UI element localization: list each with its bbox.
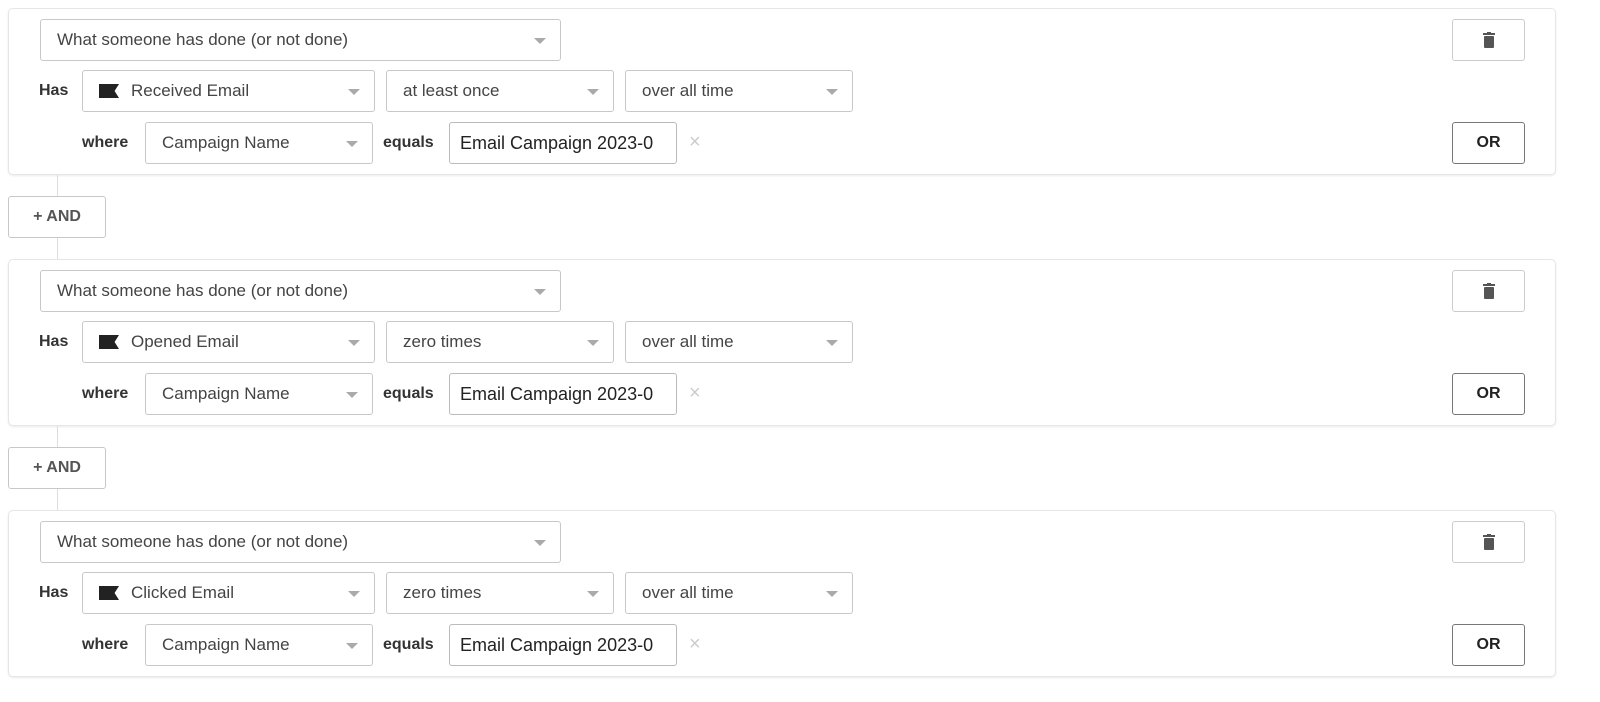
condition-type-select[interactable]: What someone has done (or not done) bbox=[40, 19, 561, 61]
property-value: Campaign Name bbox=[162, 384, 290, 403]
delete-condition-button[interactable] bbox=[1452, 270, 1525, 312]
frequency-select[interactable]: at least once bbox=[386, 70, 614, 112]
delete-condition-button[interactable] bbox=[1452, 19, 1525, 61]
or-label: OR bbox=[1476, 385, 1501, 402]
value-input[interactable]: Email Campaign 2023-0 bbox=[449, 373, 677, 415]
value-text: Email Campaign 2023-0 bbox=[460, 634, 654, 655]
property-select[interactable]: Campaign Name bbox=[145, 624, 373, 666]
chevron-down-icon bbox=[826, 591, 838, 597]
flag-icon bbox=[99, 84, 119, 98]
timeframe-value: over all time bbox=[642, 81, 734, 100]
chevron-down-icon bbox=[348, 89, 360, 95]
chevron-down-icon bbox=[534, 38, 546, 44]
chevron-down-icon bbox=[587, 89, 599, 95]
event-value: Received Email bbox=[131, 81, 250, 100]
flag-icon bbox=[99, 586, 119, 600]
condition-type-value: What someone has done (or not done) bbox=[57, 281, 349, 300]
has-label: Has bbox=[39, 333, 69, 350]
chevron-down-icon bbox=[534, 540, 546, 546]
value-input[interactable]: Email Campaign 2023-0 bbox=[449, 122, 677, 164]
flag-icon bbox=[99, 335, 119, 349]
or-button[interactable]: OR bbox=[1452, 122, 1525, 164]
operator-label: equals bbox=[383, 636, 434, 653]
clear-value-icon[interactable]: × bbox=[689, 382, 701, 404]
operator-label: equals bbox=[383, 134, 434, 151]
chevron-down-icon bbox=[826, 89, 838, 95]
condition-type-value: What someone has done (or not done) bbox=[57, 30, 349, 49]
condition-group: What someone has done (or not done) Has … bbox=[8, 8, 1556, 175]
chevron-down-icon bbox=[534, 289, 546, 295]
condition-group: What someone has done (or not done) Has … bbox=[8, 259, 1556, 426]
where-label: where bbox=[82, 636, 129, 653]
where-label: where bbox=[82, 134, 129, 151]
timeframe-select[interactable]: over all time bbox=[625, 572, 853, 614]
frequency-value: zero times bbox=[403, 332, 482, 351]
chevron-down-icon bbox=[346, 643, 358, 649]
value-text: Email Campaign 2023-0 bbox=[460, 383, 654, 404]
condition-type-value: What someone has done (or not done) bbox=[57, 532, 349, 551]
property-select[interactable]: Campaign Name bbox=[145, 122, 373, 164]
timeframe-value: over all time bbox=[642, 583, 734, 602]
chevron-down-icon bbox=[826, 340, 838, 346]
property-value: Campaign Name bbox=[162, 133, 290, 152]
timeframe-value: over all time bbox=[642, 332, 734, 351]
chevron-down-icon bbox=[348, 591, 360, 597]
trash-icon bbox=[1482, 534, 1495, 550]
or-label: OR bbox=[1476, 636, 1501, 653]
event-value: Opened Email bbox=[131, 332, 239, 351]
chevron-down-icon bbox=[348, 340, 360, 346]
frequency-value: at least once bbox=[403, 81, 500, 100]
property-value: Campaign Name bbox=[162, 635, 290, 654]
and-label: + AND bbox=[33, 208, 81, 225]
operator-label: equals bbox=[383, 385, 434, 402]
add-and-button[interactable]: + AND bbox=[8, 196, 106, 238]
clear-value-icon[interactable]: × bbox=[689, 633, 701, 655]
trash-icon bbox=[1482, 32, 1495, 48]
event-select[interactable]: Received Email bbox=[82, 70, 375, 112]
add-and-button[interactable]: + AND bbox=[8, 447, 106, 489]
value-input[interactable]: Email Campaign 2023-0 bbox=[449, 624, 677, 666]
or-button[interactable]: OR bbox=[1452, 624, 1525, 666]
property-select[interactable]: Campaign Name bbox=[145, 373, 373, 415]
chevron-down-icon bbox=[346, 392, 358, 398]
event-value: Clicked Email bbox=[131, 583, 234, 602]
chevron-down-icon bbox=[346, 141, 358, 147]
timeframe-select[interactable]: over all time bbox=[625, 70, 853, 112]
and-label: + AND bbox=[33, 459, 81, 476]
has-label: Has bbox=[39, 584, 69, 601]
event-select[interactable]: Opened Email bbox=[82, 321, 375, 363]
delete-condition-button[interactable] bbox=[1452, 521, 1525, 563]
timeframe-select[interactable]: over all time bbox=[625, 321, 853, 363]
value-text: Email Campaign 2023-0 bbox=[460, 132, 654, 153]
condition-group: What someone has done (or not done) Has … bbox=[8, 510, 1556, 677]
chevron-down-icon bbox=[587, 591, 599, 597]
frequency-value: zero times bbox=[403, 583, 482, 602]
or-label: OR bbox=[1476, 134, 1501, 151]
condition-type-select[interactable]: What someone has done (or not done) bbox=[40, 270, 561, 312]
frequency-select[interactable]: zero times bbox=[386, 572, 614, 614]
has-label: Has bbox=[39, 82, 69, 99]
frequency-select[interactable]: zero times bbox=[386, 321, 614, 363]
where-label: where bbox=[82, 385, 129, 402]
clear-value-icon[interactable]: × bbox=[689, 131, 701, 153]
trash-icon bbox=[1482, 283, 1495, 299]
or-button[interactable]: OR bbox=[1452, 373, 1525, 415]
chevron-down-icon bbox=[587, 340, 599, 346]
event-select[interactable]: Clicked Email bbox=[82, 572, 375, 614]
condition-type-select[interactable]: What someone has done (or not done) bbox=[40, 521, 561, 563]
